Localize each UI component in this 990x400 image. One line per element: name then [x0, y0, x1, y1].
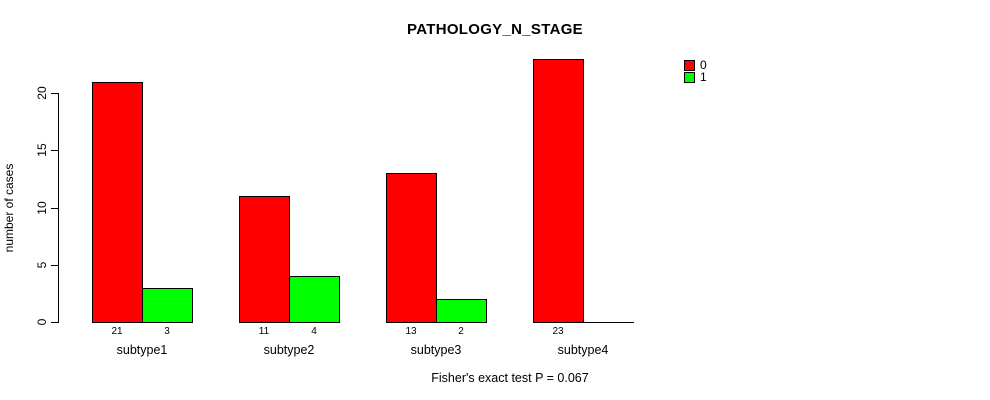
bar-subtype4-series1-zero: [583, 322, 634, 323]
legend-item-1: 1: [684, 71, 707, 83]
y-tick: [51, 264, 58, 266]
category-label-subtype1: subtype1: [116, 343, 168, 357]
bar-value-label: 11: [258, 326, 270, 337]
bar-subtype1-series0: [92, 81, 143, 323]
y-tick-label: 0: [35, 318, 49, 326]
bar-subtype2-series0: [239, 196, 290, 323]
y-tick-label: 5: [35, 261, 49, 269]
bar-subtype2-series1: [289, 276, 340, 323]
y-tick-label: 20: [35, 86, 49, 100]
bar-value-label: 13: [405, 326, 417, 337]
bar-subtype4-series0: [533, 58, 584, 323]
y-tick: [51, 93, 58, 94]
bar-value-label: 2: [458, 326, 464, 337]
bar-value-label: 23: [552, 326, 564, 337]
y-tick: [51, 207, 58, 209]
category-label-subtype4: subtype4: [557, 343, 609, 357]
y-axis-line: [58, 93, 59, 323]
legend-label: 0: [700, 58, 707, 72]
y-tick-label: 10: [35, 200, 49, 215]
legend-swatch-icon: [684, 71, 695, 83]
category-label-subtype3: subtype3: [410, 343, 462, 357]
bar-subtype3-series1: [436, 299, 487, 323]
y-tick-label: 15: [35, 143, 49, 157]
annotation-text: Fisher's exact test P = 0.067: [431, 371, 589, 385]
category-label-subtype2: subtype2: [263, 343, 315, 357]
legend-label: 1: [700, 70, 707, 84]
y-tick: [51, 150, 58, 152]
bar-subtype3-series0: [386, 173, 437, 323]
bar-subtype1-series1: [142, 287, 193, 323]
legend-swatch-icon: [684, 59, 695, 71]
bar-value-label: 21: [111, 326, 123, 337]
y-tick: [51, 322, 58, 323]
chart-title: PATHOLOGY_N_STAGE: [407, 21, 583, 38]
bar-value-label: 3: [164, 326, 170, 337]
bar-value-label: 4: [311, 326, 317, 337]
legend-item-0: 0: [684, 59, 707, 71]
